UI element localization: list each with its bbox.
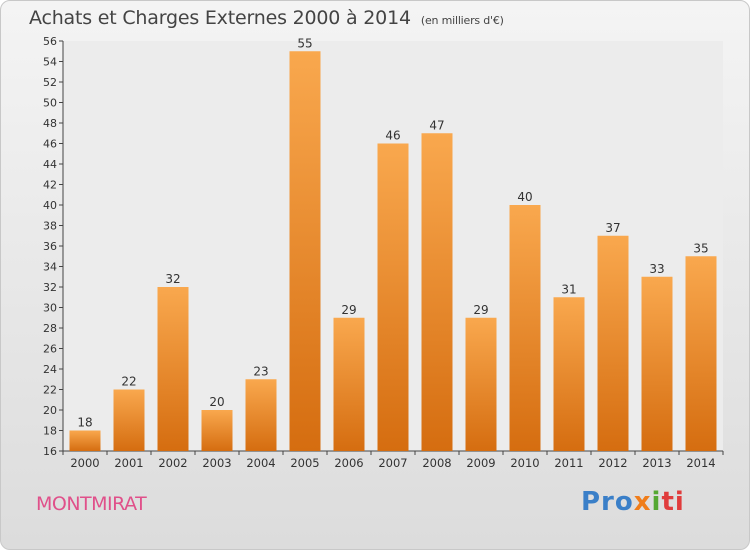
bar [509, 205, 541, 451]
bar [245, 379, 277, 451]
y-tick-label: 36 [43, 240, 57, 253]
y-tick-label: 16 [43, 445, 57, 458]
data-label: 22 [121, 375, 136, 389]
bar [597, 235, 629, 451]
y-tick-label: 56 [43, 35, 57, 48]
bar [113, 389, 145, 451]
data-label: 29 [341, 303, 356, 317]
data-label: 46 [385, 129, 400, 143]
y-tick-label: 38 [43, 220, 57, 233]
data-label: 35 [693, 241, 708, 255]
data-label: 23 [253, 364, 268, 378]
y-tick-label: 52 [43, 76, 57, 89]
y-tick-label: 22 [43, 384, 57, 397]
x-tick-label: 2002 [158, 456, 187, 470]
data-label: 18 [77, 416, 92, 430]
x-tick-label: 2008 [422, 456, 451, 470]
y-tick-label: 44 [43, 158, 57, 171]
data-label: 47 [429, 118, 444, 132]
bar [465, 317, 497, 451]
y-tick-label: 26 [43, 343, 57, 356]
y-tick-label: 18 [43, 425, 57, 438]
x-tick-label: 2004 [246, 456, 275, 470]
data-label: 33 [649, 262, 664, 276]
logo-part-3: i [651, 487, 662, 517]
y-tick-label: 54 [43, 56, 57, 69]
y-tick-label: 28 [43, 322, 57, 335]
y-tick-label: 40 [43, 199, 57, 212]
x-tick-label: 2014 [686, 456, 715, 470]
data-label: 55 [297, 36, 312, 50]
bar [421, 133, 453, 451]
x-tick-label: 2010 [510, 456, 539, 470]
y-tick-label: 20 [43, 404, 57, 417]
y-tick-label: 46 [43, 138, 57, 151]
y-tick-label: 34 [43, 261, 57, 274]
chart-title: Achats et Charges Externes 2000 à 2014 (e… [29, 7, 504, 29]
data-label: 32 [165, 272, 180, 286]
bar [685, 256, 717, 451]
data-label: 20 [209, 395, 224, 409]
chart-unit: (en milliers d'€) [420, 14, 504, 27]
x-tick-label: 2007 [378, 456, 407, 470]
data-label: 40 [517, 190, 532, 204]
y-tick-label: 48 [43, 117, 57, 130]
bar [201, 410, 233, 451]
data-label: 31 [561, 282, 576, 296]
y-tick-label: 32 [43, 281, 57, 294]
data-label: 37 [605, 221, 620, 235]
y-tick-label: 42 [43, 179, 57, 192]
x-tick-label: 2013 [642, 456, 671, 470]
x-tick-label: 2003 [202, 456, 231, 470]
chart-title-text: Achats et Charges Externes 2000 à 2014 [29, 7, 411, 29]
bar [553, 297, 585, 451]
y-tick-label: 24 [43, 363, 57, 376]
data-label: 29 [473, 303, 488, 317]
x-tick-label: 2009 [466, 456, 495, 470]
x-tick-label: 2001 [114, 456, 143, 470]
logo-part-2: x [633, 487, 652, 517]
bar [377, 143, 409, 451]
x-tick-label: 2006 [334, 456, 363, 470]
bar [289, 51, 321, 451]
x-tick-label: 2000 [70, 456, 99, 470]
x-tick-label: 2012 [598, 456, 627, 470]
bar [69, 430, 101, 451]
bar [641, 276, 673, 451]
town-name: MONTMIRAT [36, 493, 147, 515]
y-tick-label: 50 [43, 97, 57, 110]
y-tick-label: 30 [43, 302, 57, 315]
logo-part-4: ti [661, 487, 685, 517]
logo-part-1: Pro [581, 487, 634, 517]
proxiti-logo: Proxiti [581, 487, 685, 517]
x-tick-label: 2005 [290, 456, 319, 470]
x-tick-label: 2011 [554, 456, 583, 470]
bar [157, 287, 189, 451]
bar [333, 317, 365, 451]
